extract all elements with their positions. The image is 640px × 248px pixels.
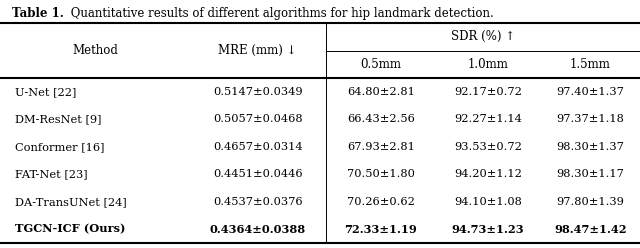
Text: 1.5mm: 1.5mm [570, 58, 611, 71]
Text: 0.5mm: 0.5mm [360, 58, 401, 71]
Text: 0.5057±0.0468: 0.5057±0.0468 [212, 114, 303, 124]
Text: 97.80±1.39: 97.80±1.39 [556, 197, 625, 207]
Text: SDR (%) ↑: SDR (%) ↑ [451, 30, 515, 43]
Text: 94.73±1.23: 94.73±1.23 [452, 224, 524, 235]
Text: 94.20±1.12: 94.20±1.12 [454, 169, 522, 179]
Text: 97.40±1.37: 97.40±1.37 [556, 87, 625, 97]
Text: 1.0mm: 1.0mm [468, 58, 508, 71]
Text: 67.93±2.81: 67.93±2.81 [347, 142, 415, 152]
Text: DM-ResNet [9]: DM-ResNet [9] [15, 114, 101, 124]
Text: 93.53±0.72: 93.53±0.72 [454, 142, 522, 152]
Text: 66.43±2.56: 66.43±2.56 [347, 114, 415, 124]
Text: FAT-Net [23]: FAT-Net [23] [15, 169, 87, 179]
Text: 70.26±0.62: 70.26±0.62 [347, 197, 415, 207]
Text: Conformer [16]: Conformer [16] [15, 142, 104, 152]
Text: 0.4537±0.0376: 0.4537±0.0376 [212, 197, 303, 207]
Text: Method: Method [72, 44, 118, 57]
Text: 0.4657±0.0314: 0.4657±0.0314 [212, 142, 303, 152]
Text: 92.27±1.14: 92.27±1.14 [454, 114, 522, 124]
Text: 98.30±1.17: 98.30±1.17 [556, 169, 625, 179]
Text: 94.10±1.08: 94.10±1.08 [454, 197, 522, 207]
Text: 98.30±1.37: 98.30±1.37 [556, 142, 625, 152]
Text: 0.5147±0.0349: 0.5147±0.0349 [212, 87, 303, 97]
Text: Table 1.: Table 1. [12, 7, 63, 20]
Text: DA-TransUNet [24]: DA-TransUNet [24] [15, 197, 127, 207]
Text: 64.80±2.81: 64.80±2.81 [347, 87, 415, 97]
Text: 0.4451±0.0446: 0.4451±0.0446 [212, 169, 303, 179]
Text: U-Net [22]: U-Net [22] [15, 87, 76, 97]
Text: 70.50±1.80: 70.50±1.80 [347, 169, 415, 179]
Text: Quantitative results of different algorithms for hip landmark detection.: Quantitative results of different algori… [67, 7, 493, 20]
Text: MRE (mm) ↓: MRE (mm) ↓ [218, 44, 297, 57]
Text: 0.4364±0.0388: 0.4364±0.0388 [209, 224, 306, 235]
Text: 72.33±1.19: 72.33±1.19 [344, 224, 417, 235]
Text: 98.47±1.42: 98.47±1.42 [554, 224, 627, 235]
Text: 97.37±1.18: 97.37±1.18 [556, 114, 625, 124]
Text: 92.17±0.72: 92.17±0.72 [454, 87, 522, 97]
Text: TGCN-ICF (Ours): TGCN-ICF (Ours) [15, 224, 125, 235]
